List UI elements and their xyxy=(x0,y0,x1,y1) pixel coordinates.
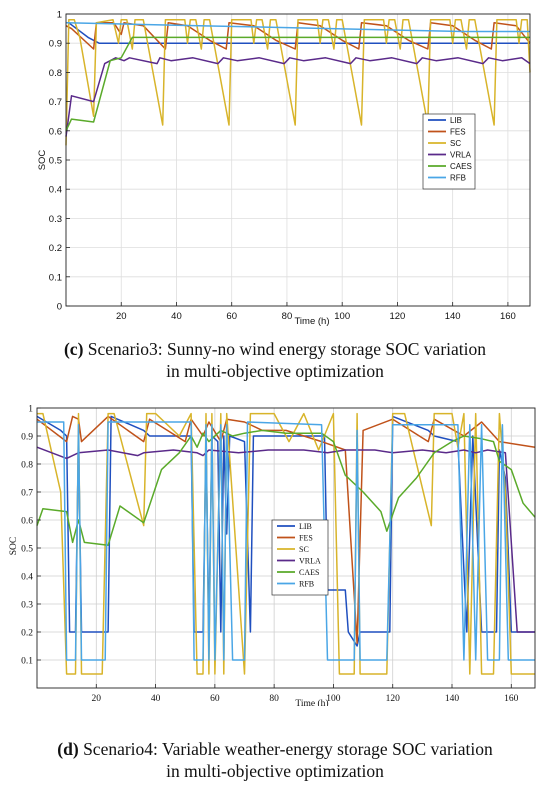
series-line-fes xyxy=(65,22,531,50)
legend-label-sc: SC xyxy=(450,139,461,148)
x-tick-label: 60 xyxy=(226,311,237,322)
x-tick-label: 160 xyxy=(500,311,516,322)
legend-label-caes: CAES xyxy=(299,568,319,577)
x-tick-label: 20 xyxy=(92,694,102,704)
legend-label-sc: SC xyxy=(299,545,309,554)
y-tick-label: 0.2 xyxy=(21,629,33,639)
legend-box xyxy=(422,113,476,190)
y-tick-label: 0.6 xyxy=(49,126,62,137)
series-line-sc xyxy=(37,412,535,675)
legend-label-fes: FES xyxy=(299,534,313,543)
x-tick-label: 40 xyxy=(151,694,161,704)
x-tick-label: 40 xyxy=(171,311,182,322)
y-tick-label: 0.3 xyxy=(21,601,33,611)
y-tick-label: 0.3 xyxy=(49,214,62,225)
x-tick-label: 100 xyxy=(326,694,341,704)
x-tick-label: 60 xyxy=(210,694,220,704)
y-tick-label: 0.5 xyxy=(21,545,33,555)
y-axis-label: SOC xyxy=(9,537,19,555)
series-line-vrla xyxy=(36,446,535,633)
x-tick-label: 120 xyxy=(389,311,405,322)
legend-label-rfb: RFB xyxy=(299,580,314,589)
x-tick-label: 100 xyxy=(334,311,350,322)
y-axis-label: SOC xyxy=(37,150,48,171)
y-tick-label: 0.7 xyxy=(49,97,62,108)
x-tick-label: 80 xyxy=(269,694,279,704)
x-axis-label: Time (h) xyxy=(295,698,328,706)
soc-chart-scenario3: 20 40 60 80 100 120 140 160 0 0.1 0.2 0.3 0.4 0.5 0.6 0… xyxy=(37,10,531,327)
caption-text: Scenario3: Sunny-no wind energy storage … xyxy=(83,339,487,359)
caption-label: (c) xyxy=(63,339,84,359)
x-tick-label: 80 xyxy=(282,311,293,322)
y-tick-label: 0.9 xyxy=(21,433,33,443)
series-line-vrla xyxy=(65,57,531,137)
y-tick-label: 0.1 xyxy=(21,657,33,667)
y-tick-label: 0.2 xyxy=(49,243,62,254)
y-tick-label: 1 xyxy=(57,10,62,21)
legend-label-vrla: VRLA xyxy=(299,557,321,566)
legend-label-rfb: RFB xyxy=(450,174,466,183)
x-tick-label: 160 xyxy=(504,694,519,704)
x-tick-label: 140 xyxy=(445,311,461,322)
y-tick-label: 0.1 xyxy=(49,272,62,283)
y-tick-label: 0.6 xyxy=(21,517,33,527)
y-tick-label: 0.5 xyxy=(49,156,62,167)
legend-box xyxy=(271,519,329,596)
y-tick-label: 0.7 xyxy=(21,489,33,499)
legend-label-fes: FES xyxy=(450,128,466,137)
y-tick-label: 0 xyxy=(57,302,62,313)
x-tick-label: 140 xyxy=(445,694,460,704)
y-tick-label: 0.8 xyxy=(49,68,62,79)
y-tick-label: 0.8 xyxy=(21,461,33,471)
legend-label-caes: CAES xyxy=(450,162,472,171)
caption-scenario4: (d) Scenario4: Variable weather-energy s… xyxy=(0,738,550,782)
x-tick-label: 20 xyxy=(116,311,127,322)
x-tick-label: 120 xyxy=(386,694,401,704)
y-tick-label: 0.4 xyxy=(21,573,33,583)
y-tick-label: 0.9 xyxy=(49,39,62,50)
caption-text-line2: in multi-objective optimization xyxy=(166,761,384,781)
series-line-caes xyxy=(65,36,530,132)
soc-chart-scenario4: 20 40 60 80 100 120 140 160 0.1 0.2 0.3 0.4 0.5 0.6 0.… xyxy=(9,405,536,706)
legend-label-lib: LIB xyxy=(299,522,312,531)
series-line-caes xyxy=(36,429,536,546)
caption-text: Scenario4: Variable weather-energy stora… xyxy=(78,739,493,759)
series-line-sc xyxy=(65,19,531,146)
x-axis-label: Time (h) xyxy=(294,316,329,327)
caption-scenario3: (c) Scenario3: Sunny-no wind energy stor… xyxy=(0,338,550,382)
series-line-rfb xyxy=(65,22,530,33)
chart-panel-scenario4: 20 40 60 80 100 120 140 160 0.1 0.2 0.3 0.4 0.5 0.6 0.… xyxy=(0,396,550,706)
legend-label-vrla: VRLA xyxy=(450,151,472,160)
chart-panel-scenario3: 20 40 60 80 100 120 140 160 0 0.1 0.2 0.3 0.4 0.5 0.6 0… xyxy=(0,0,550,330)
caption-label: (d) xyxy=(57,739,79,759)
legend-label-lib: LIB xyxy=(450,116,462,125)
y-tick-label: 1 xyxy=(28,405,33,415)
caption-text-line2: in multi-objective optimization xyxy=(166,361,384,381)
y-tick-label: 0.4 xyxy=(49,185,62,196)
series-line-rfb xyxy=(37,421,535,661)
